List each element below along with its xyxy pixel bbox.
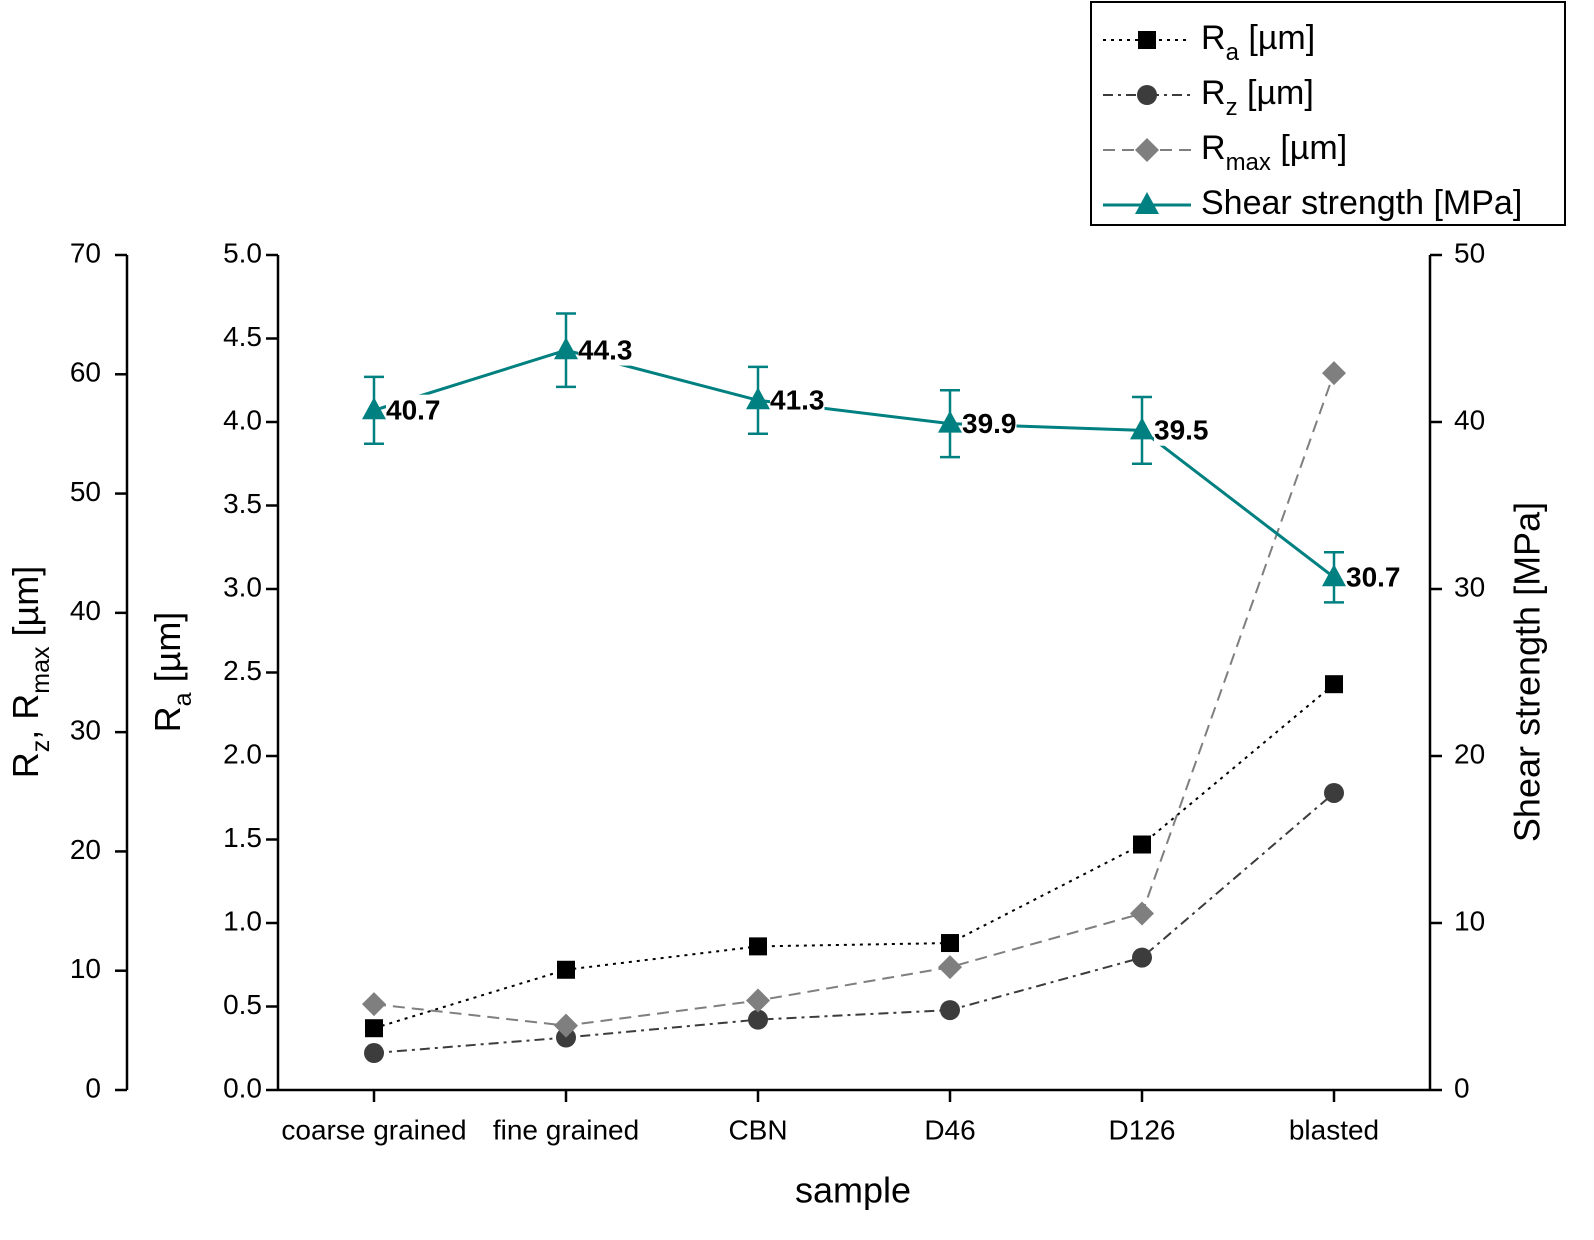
marker [746,387,770,410]
y3-axis-title: Shear strength [MPa] [1507,502,1548,842]
y2-tick-label: 50 [70,476,101,507]
marker [1132,947,1152,968]
label-bg [386,394,441,426]
y2-tick-label: 40 [70,595,101,626]
data-label: 40.7 [386,395,441,426]
y-tick-label: 2.5 [223,655,262,686]
series-line [373,348,1335,579]
marker [940,1000,960,1021]
legend-label: Shear strength [MPa] [1201,184,1522,222]
y-tick-label: 3.5 [223,488,262,519]
legend-label: Rz [µm] [1201,74,1314,121]
label-bg [1346,561,1401,593]
label-bg [1154,414,1209,446]
marker [1130,417,1154,440]
marker [1138,31,1156,49]
marker [364,1043,384,1064]
marker [1135,138,1159,162]
data-label: 30.7 [1346,562,1401,593]
marker [746,988,770,1013]
y3-tick-label: 50 [1454,237,1485,268]
marker [1137,85,1157,105]
series-line [373,683,1335,1030]
y-tick-label: 4.0 [223,404,262,435]
marker [938,955,962,980]
marker [749,937,767,956]
y-tick-label: 2.0 [223,738,262,769]
x-tick-label: coarse grained [281,1114,466,1145]
series-line [373,372,1335,1027]
marker [941,934,959,953]
data-label: 41.3 [770,385,825,416]
y-axis-title: Ra [µm] [147,612,197,733]
marker [362,397,386,420]
label-bg [770,384,825,416]
y3-tick-label: 20 [1454,738,1485,769]
y2-axis-title: Rz, Rmax [µm] [5,566,55,779]
y2-tick-label: 30 [70,715,101,746]
y2-tick-label: 10 [70,953,101,984]
marker [1322,361,1346,386]
marker [1133,835,1151,854]
marker [1324,782,1344,803]
y3-tick-label: 10 [1454,905,1485,936]
series-line [373,792,1335,1055]
marker [365,1019,383,1038]
y3-tick-label: 40 [1454,404,1485,435]
x-tick-label: D46 [924,1114,975,1145]
marker [1135,192,1159,214]
marker [1322,564,1346,587]
marker [1130,901,1154,926]
marker [554,337,578,360]
x-tick-label: fine grained [493,1114,639,1145]
marker [557,960,575,979]
y-tick-label: 4.5 [223,321,262,352]
y-tick-label: 3.0 [223,571,262,602]
marker [1325,675,1343,694]
label-bg [578,334,633,366]
x-tick-label: CBN [728,1114,787,1145]
x-tick-label: blasted [1289,1114,1379,1145]
legend-label: Rmax [µm] [1201,129,1347,176]
y3-tick-label: 30 [1454,571,1485,602]
x-tick-label: D126 [1109,1114,1176,1145]
y3-tick-label: 0 [1454,1072,1470,1103]
marker [748,1009,768,1030]
marker [362,992,386,1017]
y-tick-label: 1.5 [223,822,262,853]
y2-tick-label: 20 [70,834,101,865]
label-bg [962,408,1017,440]
marker [938,410,962,433]
y2-tick-label: 60 [70,357,101,388]
legend-label: Ra [µm] [1201,19,1315,66]
y-tick-label: 5.0 [223,237,262,268]
x-axis-title: sample [795,1170,911,1211]
y2-tick-label: 70 [70,237,101,268]
y-tick-label: 0.5 [223,989,262,1020]
data-label: 39.5 [1154,415,1209,446]
marker [554,1013,578,1038]
data-label: 39.9 [962,408,1017,439]
y2-tick-label: 0 [85,1072,101,1103]
y-tick-label: 1.0 [223,905,262,936]
y-tick-label: 0.0 [223,1072,262,1103]
data-label: 44.3 [578,335,633,366]
